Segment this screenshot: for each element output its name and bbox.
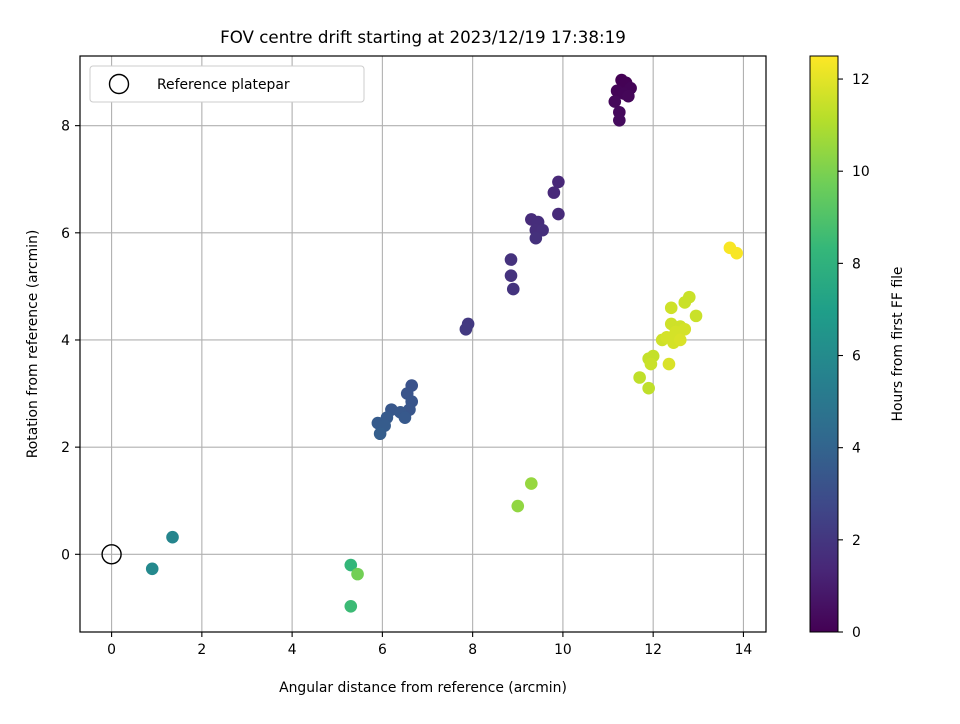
data-point — [642, 381, 655, 395]
plot-frame — [79, 55, 767, 633]
colorbar-tick-label: 10 — [852, 164, 870, 180]
data-point — [525, 477, 538, 490]
data-point — [644, 357, 658, 371]
y-axis-label: Rotation from reference (arcmin) — [25, 230, 41, 459]
data-point — [678, 296, 692, 309]
y-tick-label: 0 — [61, 547, 70, 563]
data-point — [664, 301, 678, 315]
data-point — [608, 95, 622, 108]
data-point — [344, 558, 358, 572]
points-layer — [101, 73, 743, 613]
data-point — [662, 357, 676, 371]
legend: Reference platepar — [89, 65, 365, 103]
data-point — [613, 113, 626, 127]
y-tick-label: 6 — [61, 226, 70, 242]
colorbar-tick-label: 8 — [852, 256, 861, 272]
legend-marker-reference — [108, 73, 130, 95]
x-tick-label: 10 — [554, 642, 572, 658]
x-tick-label: 12 — [644, 642, 662, 658]
data-point — [506, 282, 520, 296]
data-point — [511, 499, 525, 513]
data-point — [730, 246, 743, 260]
legend-box — [89, 65, 365, 103]
y-tick-label: 8 — [61, 119, 70, 135]
colorbar-tick-label: 12 — [852, 72, 870, 88]
data-point — [504, 269, 518, 282]
data-point — [529, 231, 543, 245]
reference-platepar-point — [101, 544, 122, 565]
data-point — [689, 309, 703, 323]
y-tick-label: 2 — [61, 440, 70, 456]
colorbar-label: Hours from first FF file — [890, 267, 906, 422]
x-tick-label: 6 — [378, 642, 387, 658]
data-point — [351, 567, 364, 581]
colorbar-tick-label: 0 — [852, 625, 861, 641]
colorbar-tick-label: 4 — [852, 441, 861, 457]
chart-title: FOV centre drift starting at 2023/12/19 … — [220, 27, 626, 47]
data-point — [145, 562, 159, 576]
x-tick-label: 8 — [468, 642, 477, 658]
y-tick-label: 4 — [61, 333, 70, 349]
x-tick-label: 4 — [288, 642, 297, 658]
x-tick-label: 14 — [735, 642, 753, 658]
x-axis-label: Angular distance from reference (arcmin) — [279, 680, 567, 696]
legend-label-reference: Reference platepar — [157, 77, 290, 93]
data-point — [633, 371, 646, 384]
x-tick-label: 0 — [107, 642, 116, 658]
data-point — [373, 427, 387, 441]
data-point — [673, 333, 687, 347]
grid-layer — [80, 56, 766, 632]
data-point — [552, 175, 565, 189]
data-point — [344, 599, 358, 613]
colorbar: 0 2 4 6 8 10 12 — [809, 55, 870, 641]
data-point — [622, 89, 635, 103]
data-point — [398, 411, 412, 424]
data-point — [459, 322, 473, 336]
x-tick-label: 2 — [197, 642, 206, 658]
colorbar-tick-label: 6 — [852, 349, 861, 365]
data-point — [552, 207, 565, 221]
data-point — [504, 253, 518, 266]
data-point — [166, 530, 179, 544]
axis-layer: 0 2 4 6 8 10 12 14 0 2 4 6 8 — [61, 119, 752, 658]
data-point — [547, 186, 561, 199]
colorbar-gradient — [809, 55, 839, 633]
colorbar-tick-label: 2 — [852, 533, 861, 549]
